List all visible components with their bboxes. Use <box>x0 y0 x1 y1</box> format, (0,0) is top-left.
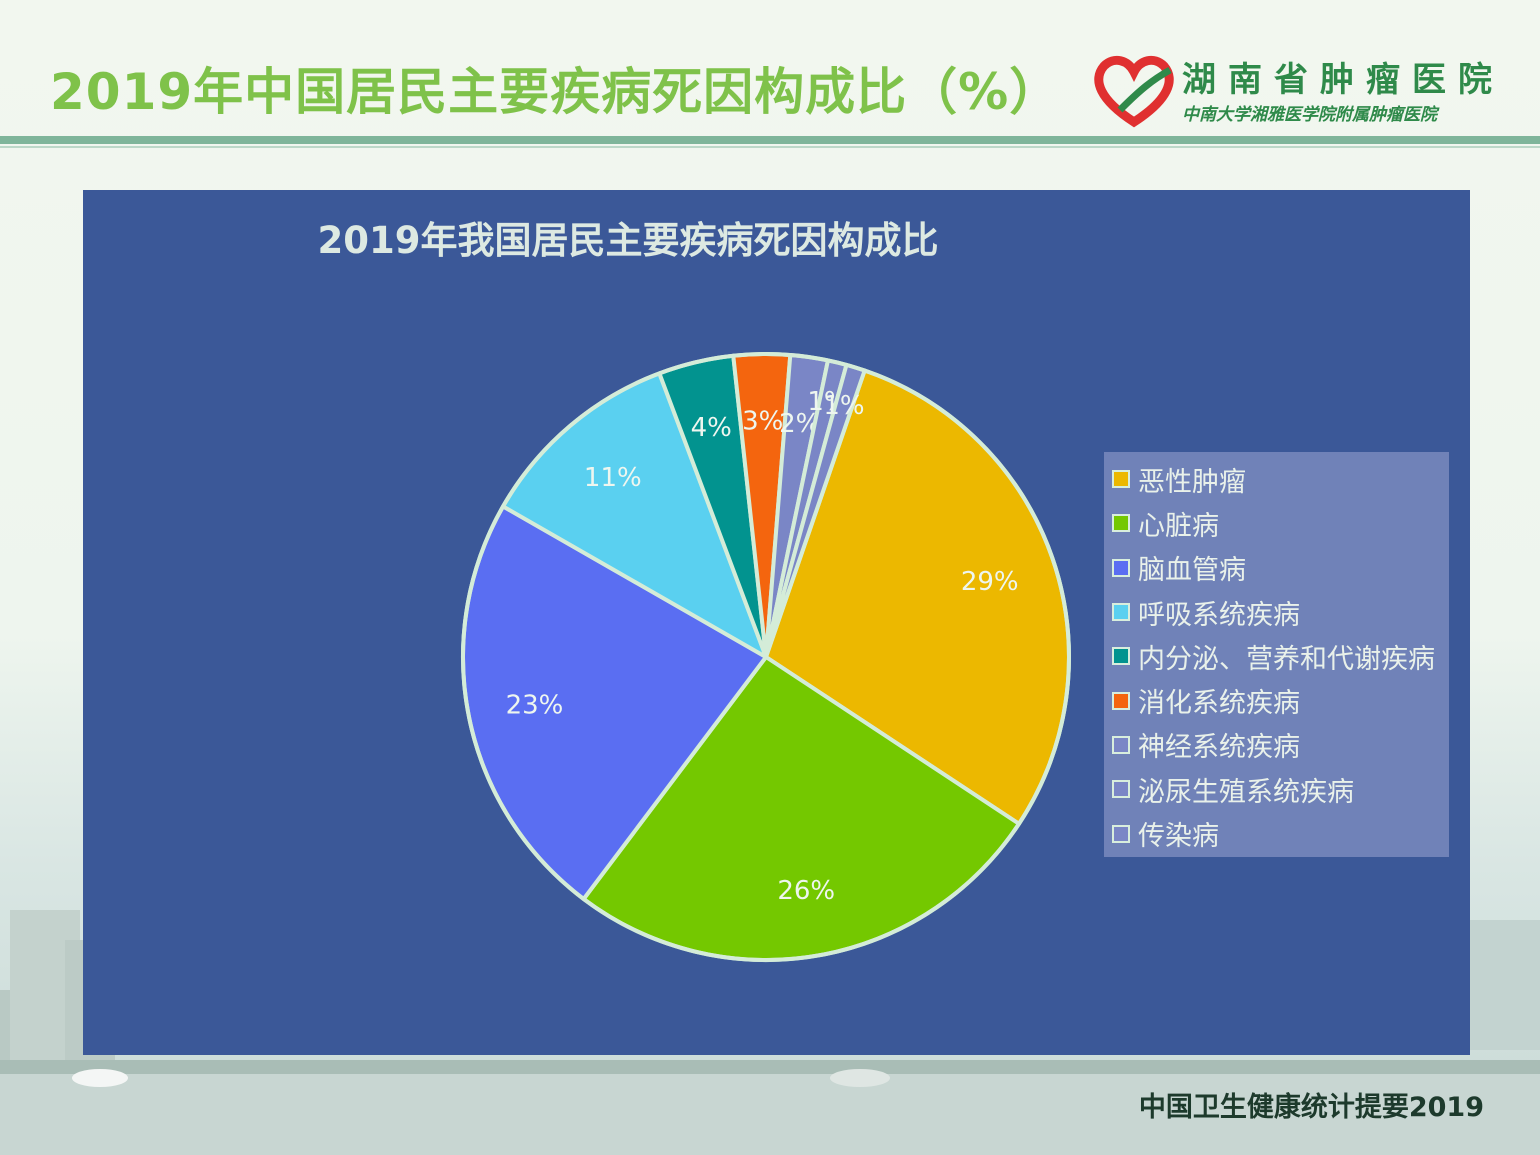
chart-legend: 恶性肿瘤心脏病脑血管病呼吸系统疾病内分泌、营养和代谢疾病 消化系统疾病 神经系统疾病… <box>1104 452 1449 857</box>
legend-swatch <box>1112 647 1130 666</box>
legend-label: 消化系统疾病 <box>1138 688 1300 720</box>
data-source: 中国卫生健康统计提要2019 <box>1138 1092 1484 1123</box>
legend-label: 呼吸系统疾病 <box>1138 599 1300 631</box>
slice-data-label: 11% <box>584 463 642 493</box>
legend-item: 脑血管病 <box>1104 546 1449 590</box>
legend-item: 心脏病 <box>1104 501 1449 545</box>
legend-swatch <box>1112 780 1130 799</box>
legend-label: 泌尿生殖系统疾病 <box>1138 776 1354 808</box>
legend-swatch <box>1112 603 1130 622</box>
slice-data-label: 4% <box>691 413 732 443</box>
legend-swatch <box>1112 514 1130 533</box>
legend-label: 脑血管病 <box>1138 555 1246 587</box>
legend-item: 消化系统疾病 <box>1104 678 1449 722</box>
legend-item: 内分泌、营养和代谢疾病 <box>1104 634 1449 678</box>
legend-item: 恶性肿瘤 <box>1104 457 1449 501</box>
hospital-name: 湖南省肿瘤医院 <box>1182 60 1504 100</box>
hospital-subtitle: 中南大学湘雅医学院附属肿瘤医院 <box>1182 105 1437 125</box>
legend-swatch <box>1112 558 1130 577</box>
slice-data-label: 23% <box>506 691 564 721</box>
legend-item: 神经系统疾病 <box>1104 723 1449 767</box>
legend-label: 神经系统疾病 <box>1138 732 1300 764</box>
slice-data-label: 29% <box>961 567 1019 597</box>
legend-swatch <box>1112 824 1130 843</box>
legend-swatch <box>1112 691 1130 710</box>
legend-item: 泌尿生殖系统疾病 <box>1104 767 1449 811</box>
legend-label: 心脏病 <box>1138 510 1219 542</box>
pie-outline <box>461 352 1071 962</box>
slice-data-label: 1% <box>823 391 864 421</box>
legend-label: 内分泌、营养和代谢疾病 <box>1138 643 1435 675</box>
pie-chart: 29%26%23%11%4% 3%2%1%1% <box>461 352 1071 962</box>
city-background-image <box>0 910 1540 1155</box>
slice-data-label: 26% <box>777 876 835 906</box>
hospital-logo: 湖南省肿瘤医院 中南大学湘雅医学院附属肿瘤医院 <box>1090 50 1530 130</box>
slide-title: 2019年中国居民主要疾病死因构成比（%） <box>50 63 1061 121</box>
legend-swatch <box>1112 735 1130 754</box>
legend-label: 传染病 <box>1138 821 1219 853</box>
legend-item: 传染病 <box>1104 811 1449 855</box>
legend-label: 恶性肿瘤 <box>1138 466 1246 498</box>
legend-item: 呼吸系统疾病 <box>1104 590 1449 634</box>
heart-logo-icon <box>1094 55 1174 128</box>
header-divider-thin <box>0 146 1540 148</box>
slice-data-label: 3% <box>742 407 783 437</box>
chart-panel: 29% 26% 23% 11% 4% 3% 2% 1% 1% 2019年我国居民主要疾病死因构成… <box>83 190 1470 1055</box>
chart-title: 2019年我国居民主要疾病死因构成比 <box>317 219 939 262</box>
header-divider <box>0 136 1540 144</box>
legend-swatch <box>1112 470 1130 489</box>
